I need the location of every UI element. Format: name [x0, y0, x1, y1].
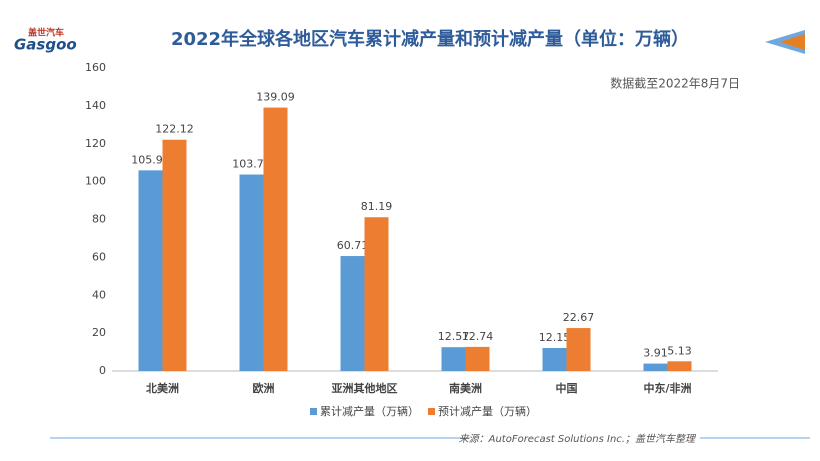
- x-tick-label: 中国: [556, 381, 578, 395]
- bar: [441, 347, 466, 371]
- brand-logo-cn: 盖世汽车: [28, 27, 64, 39]
- chart-title: 2022年全球各地区汽车累计减产量和预计减产量（单位：万辆）: [171, 28, 689, 50]
- x-tick-label: 中东/非洲: [643, 381, 691, 395]
- y-tick-label: 60: [92, 250, 106, 263]
- bar: [542, 347, 567, 371]
- y-tick-label: 80: [92, 213, 106, 226]
- legend-label: 累计减产量（万辆）: [320, 404, 419, 418]
- y-tick-label: 0: [99, 364, 106, 377]
- value-label: 12.74: [462, 330, 494, 343]
- legend-label: 预计减产量（万辆）: [438, 404, 537, 418]
- bar: [162, 139, 187, 371]
- bar: [340, 256, 365, 371]
- value-label: 103.75: [232, 158, 271, 171]
- value-label: 5.13: [667, 344, 692, 357]
- value-label: 139.09: [256, 91, 295, 104]
- bar: [239, 174, 264, 371]
- bar: [667, 361, 692, 371]
- legend-swatch: [428, 408, 435, 415]
- annotation: 数据截至2022年8月7日: [610, 76, 740, 91]
- value-label: 105.95: [131, 153, 170, 166]
- value-label: 12.15: [539, 331, 571, 344]
- bar: [566, 328, 591, 371]
- x-tick-label: 欧洲: [253, 381, 275, 395]
- value-label: 81.19: [361, 200, 393, 213]
- y-tick-label: 20: [92, 326, 106, 339]
- value-label: 122.12: [155, 123, 194, 136]
- brand-logo-en: Gasgoo: [14, 36, 77, 54]
- y-tick-label: 40: [92, 288, 106, 301]
- bar: [263, 107, 288, 371]
- legend-swatch: [310, 408, 317, 415]
- y-tick-label: 120: [85, 137, 106, 150]
- value-label: 12.57: [438, 330, 470, 343]
- bar: [364, 217, 389, 371]
- value-label: 60.71: [337, 239, 369, 252]
- y-tick-label: 100: [85, 175, 106, 188]
- source: 来源：AutoForecast Solutions Inc.；盖世汽车整理: [459, 433, 697, 445]
- y-tick-label: 140: [85, 99, 106, 112]
- bar: [465, 346, 490, 371]
- value-label: 3.91: [643, 347, 668, 360]
- value-label: 22.67: [563, 311, 595, 324]
- bar: [643, 363, 668, 371]
- y-tick-label: 160: [85, 61, 106, 74]
- x-tick-label: 南美洲: [449, 381, 482, 395]
- header-arrow-accent: [780, 34, 805, 50]
- bar: [138, 170, 163, 371]
- x-tick-label: 北美洲: [146, 381, 179, 395]
- x-tick-label: 亚洲其他地区: [332, 381, 398, 395]
